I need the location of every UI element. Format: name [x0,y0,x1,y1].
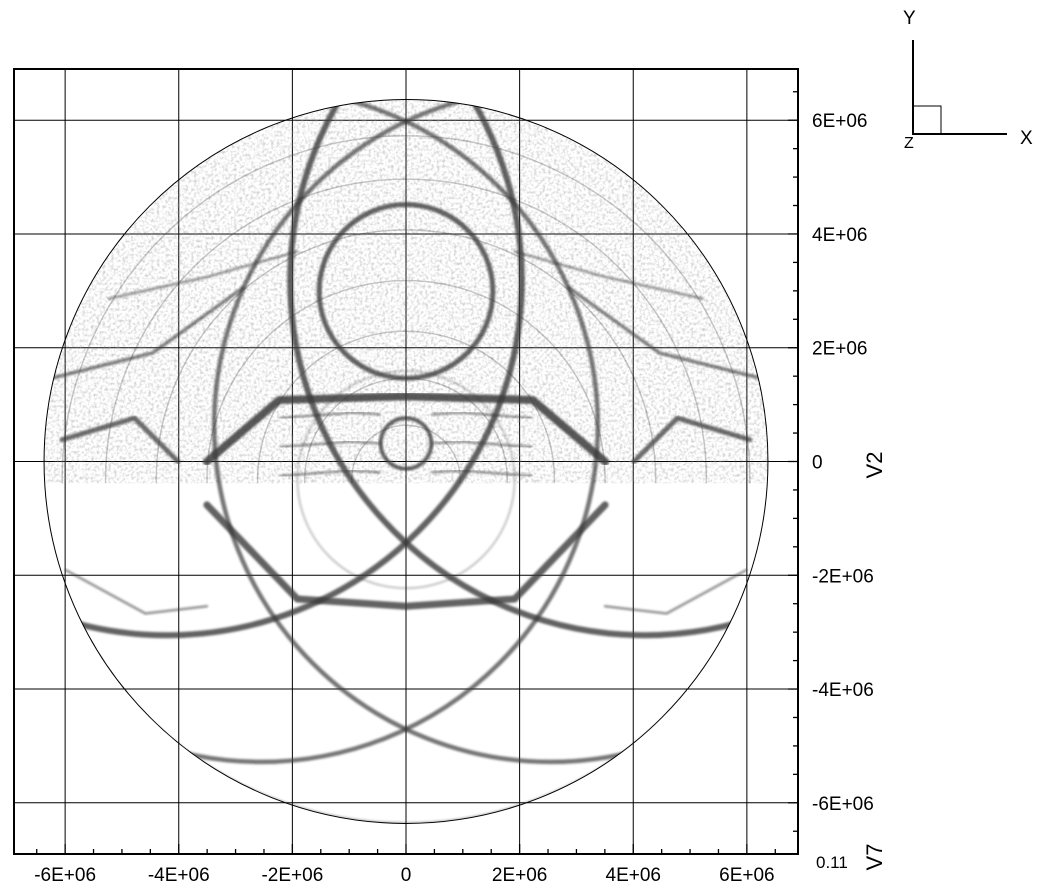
y-tick-label: -4E+06 [812,680,874,701]
shock-band [64,568,209,615]
y-tick-label: 4E+06 [812,225,867,246]
triad-x-label: X [1020,128,1033,149]
x-tick-label: -6E+06 [34,865,96,886]
shock-band [631,415,753,464]
y-tick-label: -2E+06 [812,566,874,587]
domain-boundary-circle [43,99,769,824]
x-tick-label: -4E+06 [148,865,210,886]
shock-front [287,99,768,639]
ripple-ring [303,377,509,484]
shock-band [603,568,748,615]
x-tick-label: 4E+06 [606,865,661,886]
shock-band [513,250,705,300]
ripple-ring [350,424,462,484]
inner-streak [279,440,381,449]
axis-triad: Y X Z [903,8,1033,152]
shock-front [316,202,496,381]
y-axis-title: V2 [862,452,887,479]
x-tick-label: -2E+06 [261,865,323,886]
ripple-ring [256,330,556,484]
x-tick-label: 2E+06 [492,865,547,886]
shock-band [567,286,763,381]
shock-band [49,286,245,381]
shock-band [203,501,609,610]
axis-ticks [36,91,798,854]
inner-streak [279,469,381,478]
ripple-ring [104,178,708,484]
inner-streak [431,440,533,449]
shock-band [107,250,299,300]
triad-y-label: Y [903,8,916,29]
upper-ring-group [61,134,751,484]
shock-front [44,99,525,639]
shock-front [211,99,768,765]
inner-streak [431,469,533,478]
shock-front [44,99,601,765]
triad-box [912,105,942,135]
ripple-ring [61,134,751,484]
corner-value-label: 0.11 [816,853,848,872]
ripple-ring [155,229,657,484]
y-tick-labels: 6E+06 4E+06 2E+06 0 -2E+06 -4E+06 -6E+06 [812,111,874,815]
y-tick-label: 2E+06 [812,339,867,360]
shock-front [296,370,516,590]
triad-z-label: Z [904,135,914,152]
ripple-ring [206,279,606,484]
inner-streak [431,411,533,420]
shock-band [59,415,181,464]
y-tick-label: -6E+06 [812,794,874,815]
x-tick-label: 0 [401,865,412,886]
y-tick-label: 0 [812,453,823,474]
shock-band [202,392,610,466]
x-axis-title: V7 [862,844,887,871]
y-tick-label: 6E+06 [812,111,867,132]
x-tick-label: 6E+06 [719,865,774,886]
inner-streak [279,411,381,420]
x-tick-labels: -6E+06 -4E+06 -2E+06 0 2E+06 4E+06 6E+06 [34,865,774,886]
